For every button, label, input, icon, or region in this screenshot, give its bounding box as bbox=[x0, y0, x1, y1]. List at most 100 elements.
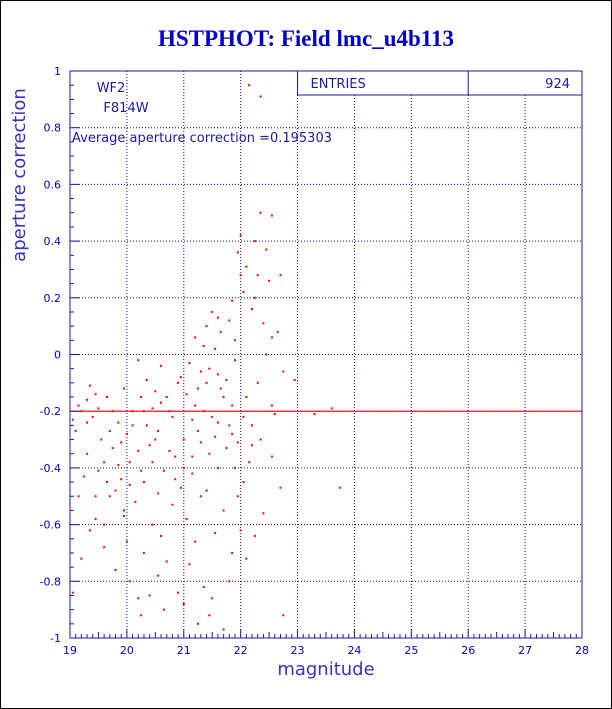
data-points bbox=[71, 84, 342, 631]
data-point bbox=[168, 410, 171, 413]
data-point bbox=[233, 339, 236, 342]
data-point bbox=[94, 517, 97, 520]
data-point bbox=[197, 430, 199, 433]
data-point bbox=[214, 435, 217, 438]
data-point bbox=[239, 529, 242, 532]
data-point bbox=[231, 551, 234, 554]
data-point bbox=[256, 274, 259, 277]
data-point bbox=[137, 597, 140, 600]
data-point bbox=[179, 486, 182, 489]
chart-title: HSTPHOT: Field lmc_u4b113 bbox=[158, 26, 454, 51]
data-point bbox=[270, 455, 273, 458]
data-point bbox=[117, 464, 120, 467]
y-tick-label: 0.4 bbox=[44, 235, 62, 248]
data-point bbox=[94, 393, 97, 396]
data-point bbox=[160, 364, 163, 367]
y-tick-label: 0.6 bbox=[44, 178, 62, 191]
data-point bbox=[117, 421, 120, 424]
data-point bbox=[182, 438, 185, 441]
data-point bbox=[145, 379, 148, 382]
data-point bbox=[339, 486, 342, 489]
data-point bbox=[233, 359, 236, 362]
data-point bbox=[225, 447, 228, 450]
x-tick-label: 27 bbox=[518, 644, 532, 657]
data-point bbox=[123, 509, 126, 512]
x-tick-label: 26 bbox=[461, 644, 475, 657]
data-point bbox=[251, 308, 254, 311]
data-point bbox=[248, 84, 251, 87]
data-point bbox=[171, 415, 174, 418]
data-point bbox=[114, 489, 117, 492]
data-point bbox=[194, 404, 197, 407]
data-point bbox=[214, 347, 217, 350]
data-point bbox=[231, 404, 234, 407]
y-tick-label: -0.6 bbox=[40, 519, 61, 532]
data-point bbox=[211, 597, 214, 600]
data-point bbox=[242, 415, 245, 418]
data-point bbox=[123, 515, 126, 518]
data-point bbox=[282, 370, 285, 373]
data-point bbox=[211, 310, 214, 313]
data-point bbox=[253, 534, 256, 537]
data-point bbox=[177, 591, 180, 594]
grid-lines bbox=[70, 71, 582, 638]
data-point bbox=[103, 546, 106, 549]
data-point bbox=[148, 444, 151, 447]
y-tick-label: 0.8 bbox=[44, 122, 62, 135]
data-point bbox=[268, 279, 271, 282]
x-tick-label: 23 bbox=[291, 644, 305, 657]
data-point bbox=[242, 481, 245, 484]
data-point bbox=[142, 551, 145, 554]
data-point bbox=[88, 529, 91, 532]
data-point bbox=[157, 492, 160, 495]
data-point bbox=[202, 410, 205, 413]
data-point bbox=[208, 452, 211, 455]
data-point bbox=[259, 95, 262, 98]
x-tick-label: 22 bbox=[234, 644, 248, 657]
data-point bbox=[71, 591, 74, 594]
data-point bbox=[259, 438, 262, 441]
data-point bbox=[165, 560, 168, 563]
data-point bbox=[245, 557, 248, 560]
data-point bbox=[293, 379, 296, 382]
data-point bbox=[194, 336, 197, 339]
data-point bbox=[154, 390, 157, 393]
data-point bbox=[231, 432, 234, 435]
data-point bbox=[140, 469, 143, 472]
stats-entries-value: 924 bbox=[545, 77, 570, 92]
data-point bbox=[191, 455, 194, 458]
data-point bbox=[214, 532, 217, 535]
data-point bbox=[222, 509, 225, 512]
data-point bbox=[208, 614, 211, 617]
data-point bbox=[86, 421, 89, 424]
data-point bbox=[80, 410, 83, 413]
y-tick-label: 0.2 bbox=[44, 292, 62, 305]
data-point bbox=[253, 240, 256, 243]
data-point bbox=[208, 367, 211, 370]
data-point bbox=[185, 517, 188, 520]
data-point bbox=[313, 413, 316, 416]
data-point bbox=[151, 523, 154, 526]
data-point bbox=[256, 381, 259, 384]
data-point bbox=[216, 421, 219, 424]
data-point bbox=[148, 594, 151, 597]
data-point bbox=[182, 602, 185, 605]
data-point bbox=[233, 466, 236, 469]
data-point bbox=[276, 330, 279, 333]
data-point bbox=[174, 478, 177, 481]
data-point bbox=[100, 438, 103, 441]
data-point bbox=[219, 330, 222, 333]
y-axis-label: aperture correction bbox=[9, 88, 30, 262]
data-point bbox=[191, 418, 194, 421]
data-point bbox=[265, 353, 268, 356]
data-point bbox=[103, 461, 106, 464]
y-axis-ticks: 1 0.8 0.6 0.4 0.2 0 -0.2 -0.4 -0.6 -0.8 -1 bbox=[40, 65, 79, 645]
data-point bbox=[114, 568, 117, 571]
data-point bbox=[137, 449, 140, 452]
data-point bbox=[185, 393, 188, 396]
data-point bbox=[262, 512, 265, 515]
stats-entries-label: ENTRIES bbox=[311, 77, 366, 92]
data-point bbox=[273, 413, 276, 416]
data-point bbox=[199, 370, 202, 373]
